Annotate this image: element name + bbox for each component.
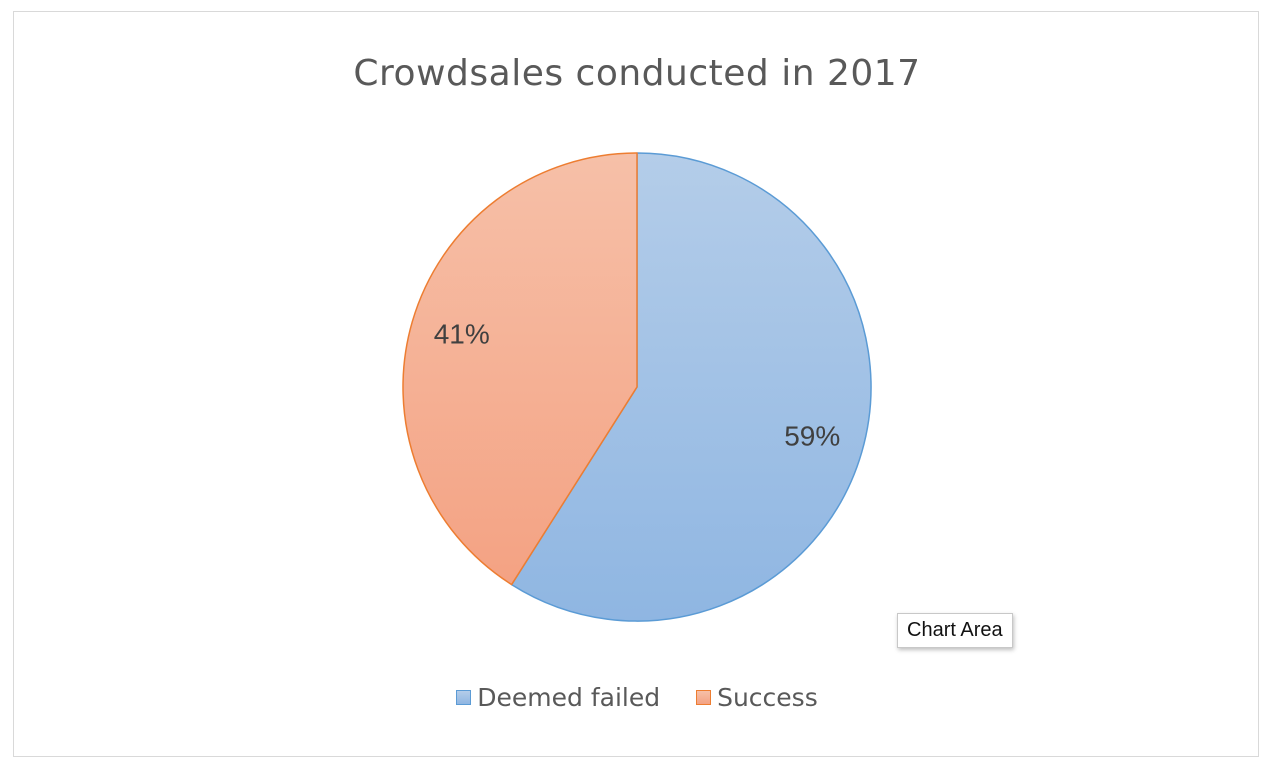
legend-label-success: Success [717,683,818,712]
legend-item-deemed-failed[interactable]: Deemed failed [456,683,660,712]
data-label-success: 41% [434,318,490,349]
data-label-deemed-failed: 59% [784,420,840,451]
chart-area-tooltip: Chart Area [897,613,1013,648]
pie-slice-deemed-failed[interactable] [510,152,872,622]
legend-swatch-success [696,690,712,705]
legend-item-success[interactable]: Success [696,683,818,712]
pie-slice-success[interactable] [402,152,638,586]
legend-label-deemed-failed: Deemed failed [477,683,661,712]
legend: Deemed failed Success [0,683,1274,712]
legend-swatch-deemed-failed [456,690,472,705]
chart-title: Crowdsales conducted in 2017 [353,53,921,94]
